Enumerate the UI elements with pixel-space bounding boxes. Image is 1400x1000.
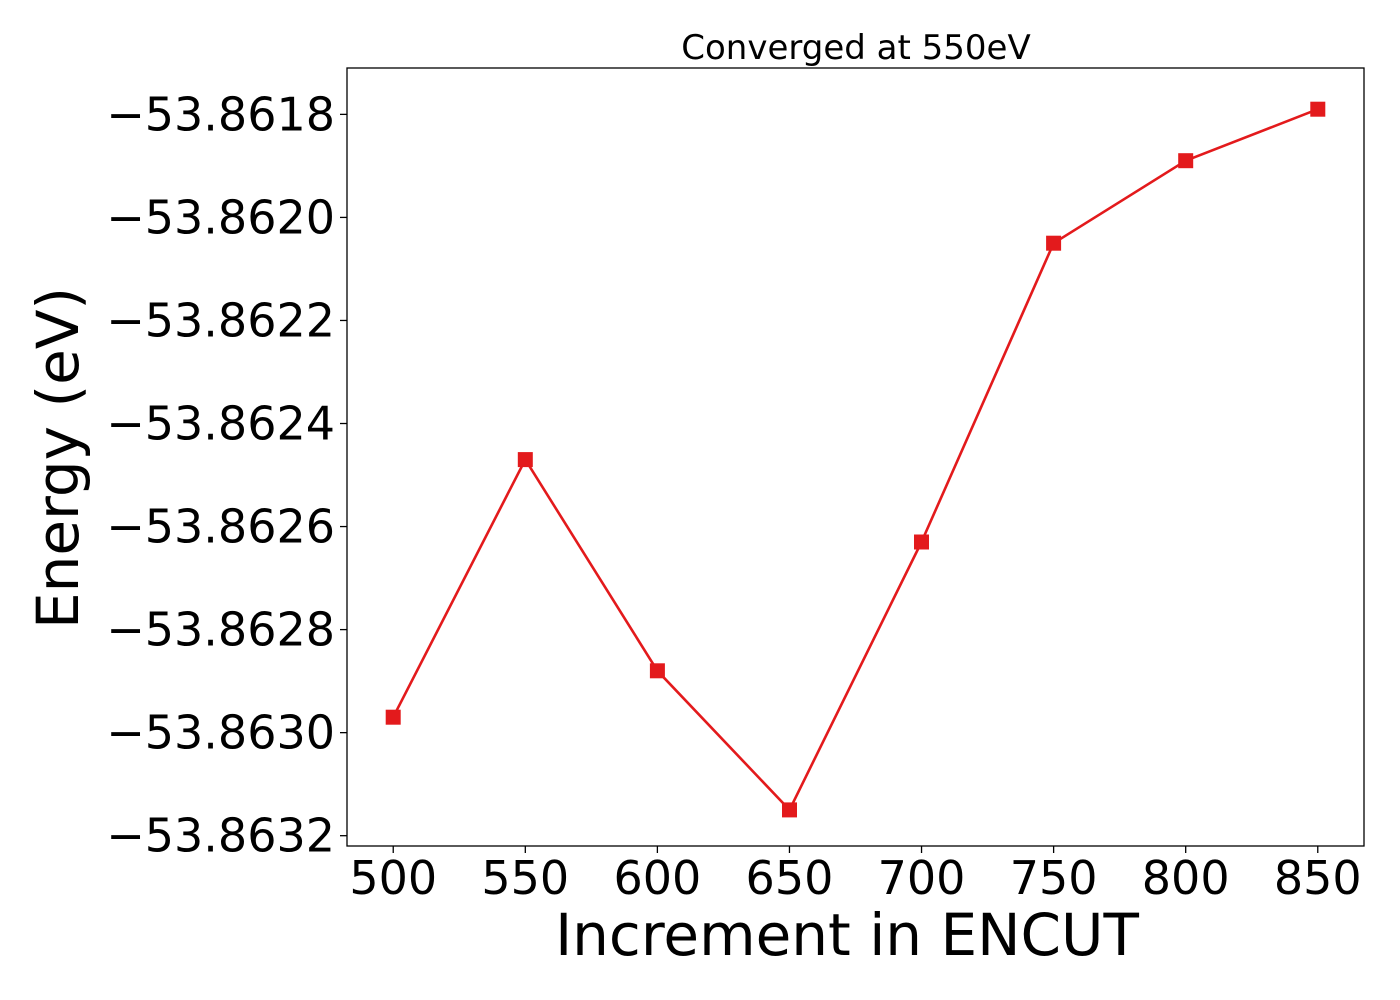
data-point-marker — [1046, 235, 1062, 251]
chart-title: Converged at 550eV — [681, 28, 1030, 68]
data-point-marker — [517, 452, 533, 468]
x-tick-label: 550 — [481, 851, 569, 905]
axes: 500 550 600 650 700 750 800 850 −53.8632 −53.8630… — [106, 67, 1365, 905]
y-tick-label: −53.8628 — [106, 603, 335, 657]
x-tick-label: 650 — [746, 851, 834, 905]
x-tick-label: 750 — [1010, 851, 1098, 905]
y-tick-label: −53.8630 — [106, 706, 335, 760]
y-tick-label: −53.8624 — [106, 397, 335, 451]
x-tick-label: 600 — [613, 851, 701, 905]
series-line — [392, 107, 1319, 812]
x-tick-label: 850 — [1274, 851, 1362, 905]
data-point-marker — [1178, 153, 1194, 169]
x-tick-label: 500 — [349, 851, 437, 905]
data-point-marker — [649, 663, 665, 679]
x-tick-label: 700 — [878, 851, 966, 905]
plot-frame — [346, 67, 1365, 847]
y-tick-label: −53.8626 — [106, 500, 335, 554]
y-tick-label: −53.8632 — [106, 809, 335, 863]
x-tick-label: 800 — [1142, 851, 1230, 905]
y-axis-label: Energy (eV) — [24, 287, 92, 629]
y-tick-label: −53.8620 — [106, 190, 335, 244]
plot-area — [385, 101, 1326, 818]
data-point-marker — [782, 802, 797, 818]
x-axis-label: Increment in ENCUT — [555, 901, 1139, 969]
data-point-marker — [1310, 101, 1326, 117]
data-point-marker — [914, 534, 929, 550]
y-tick-label: −53.8618 — [106, 87, 335, 141]
y-tick-label: −53.8622 — [106, 293, 335, 347]
data-point-marker — [385, 709, 401, 725]
